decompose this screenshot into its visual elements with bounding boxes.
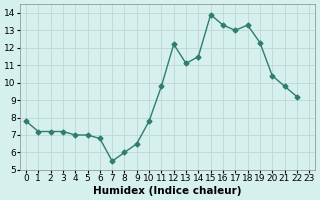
X-axis label: Humidex (Indice chaleur): Humidex (Indice chaleur) [93,186,242,196]
